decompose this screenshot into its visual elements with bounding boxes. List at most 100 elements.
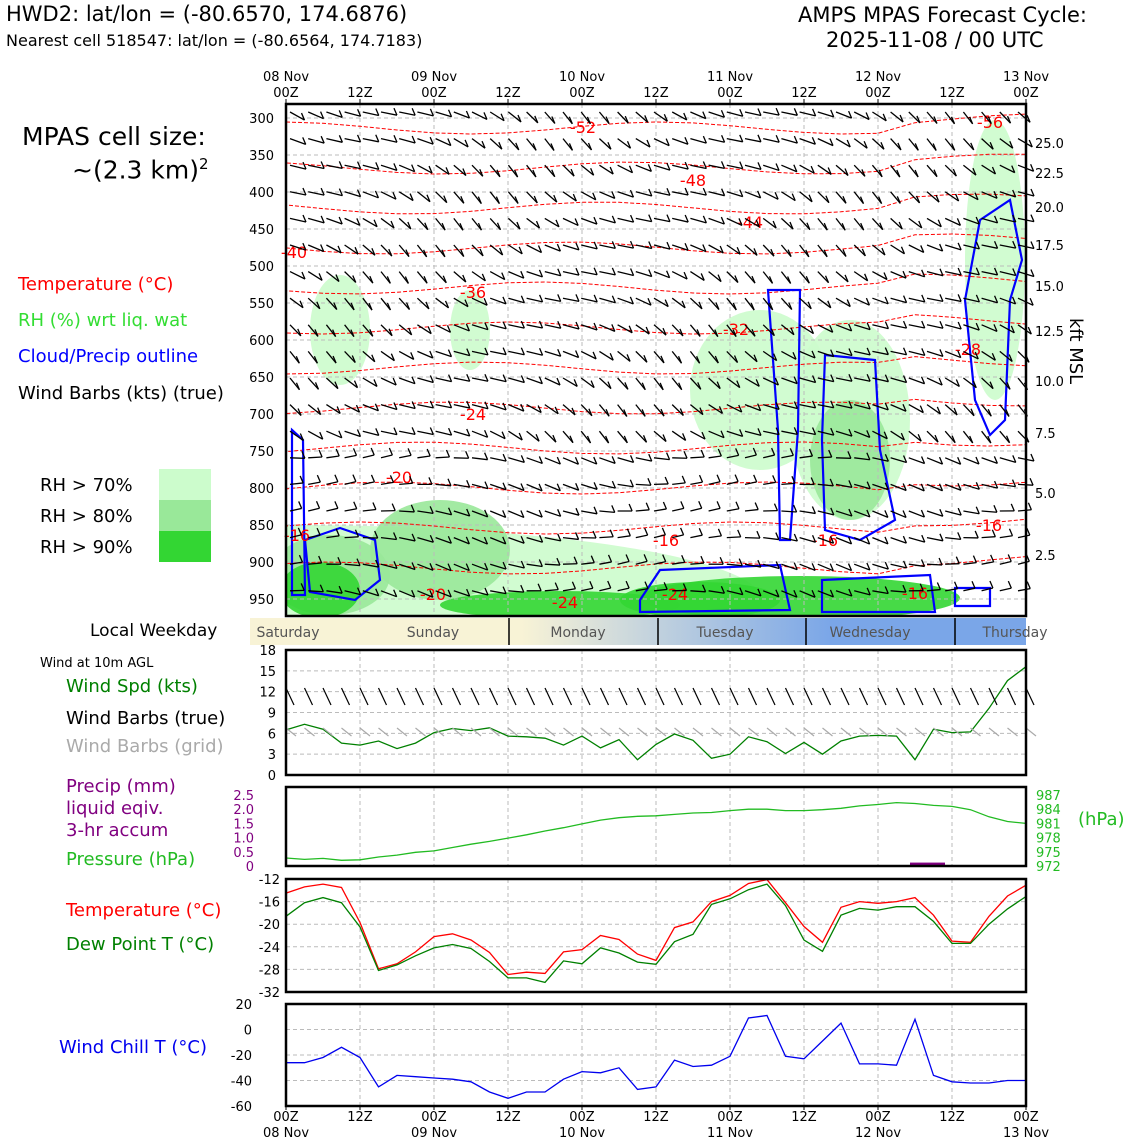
wind-barb-flag: [623, 409, 628, 417]
wind-barb-flag: [393, 163, 398, 171]
wind-barb-flag: [684, 214, 689, 223]
wind-barb-grid: [544, 727, 556, 737]
wind-barb: [726, 508, 740, 512]
wind-spd-label: Wind Spd (kts): [66, 676, 198, 697]
wind-barb: [945, 244, 962, 251]
wind-barb-flag: [842, 249, 847, 257]
wind-barb-flag: [370, 447, 375, 456]
weekday-name: Sunday: [407, 625, 459, 641]
wind-barb: [617, 483, 634, 488]
wind-barb: [672, 482, 686, 486]
wind-barb-flag: [957, 350, 962, 358]
wind-barb-flag: [356, 429, 362, 437]
wind-barb: [653, 164, 671, 171]
wind-barb: [562, 510, 580, 516]
wind-barb-flag: [611, 215, 616, 224]
wind-barb: [690, 111, 707, 120]
wind-barb-flag: [338, 188, 343, 196]
wind-barb: [817, 217, 828, 231]
wind-barb: [817, 456, 832, 459]
bottom-hour-label: 00Z: [865, 1110, 891, 1125]
wind-barb: [926, 510, 944, 517]
wind-barb-flag: [811, 506, 816, 514]
wind-barb-flag: [352, 448, 358, 456]
wind-barb-flag: [624, 115, 629, 124]
wind-barb: [308, 507, 320, 512]
wind-barb-flag: [484, 452, 489, 460]
wind-barb: [944, 483, 962, 491]
wind-barb-flag: [611, 324, 616, 332]
temperature-contour-label: -40: [281, 243, 307, 262]
wind-barb-flag: [808, 448, 814, 457]
wind-barb-flag: [957, 267, 962, 276]
wind-barb: [799, 590, 816, 598]
windchill-tick-label: 20: [235, 998, 252, 1013]
wind-barb-flag: [605, 408, 610, 417]
wind-barb: [835, 297, 851, 308]
wind-barb-flag: [774, 192, 779, 200]
wind-barb-flag: [538, 534, 544, 543]
wind-barb: [744, 481, 757, 486]
wind-barb-flag: [921, 348, 926, 356]
wind-barb-flag: [717, 448, 722, 457]
wind-barb: [708, 271, 722, 283]
wind-barb: [380, 430, 398, 436]
wind-barb-flag: [302, 242, 307, 251]
wind-barb-flag: [301, 451, 306, 459]
wind-barb: [435, 563, 452, 572]
wind-barb: [398, 377, 416, 385]
wind-barb-flag: [793, 562, 798, 570]
wind-barb: [380, 590, 397, 598]
wind-barb: [1017, 324, 1032, 335]
wind-barb: [490, 457, 507, 462]
wind-barb-flag: [404, 276, 410, 284]
wind-barb: [872, 483, 889, 491]
wind-barb: [926, 430, 939, 443]
wind-barb: [417, 377, 434, 384]
wind-barb: [289, 244, 307, 251]
wind-barb: [581, 510, 598, 515]
wind-barb-flag: [556, 243, 561, 252]
wind-barb: [1017, 587, 1031, 592]
wind-barb-flag: [739, 161, 744, 169]
wind-barb-flag: [898, 221, 903, 230]
wind-barb-flag: [429, 108, 434, 117]
wind-barb-flag: [721, 188, 726, 196]
wind-barb-flag: [666, 241, 671, 250]
wind-barb: [599, 483, 616, 489]
wind-barb-flag: [629, 479, 634, 487]
wind-barb: [908, 217, 923, 229]
wind-barb-grid: [396, 727, 408, 737]
wind-barb-flag: [353, 380, 359, 388]
wind-barb: [690, 456, 705, 459]
wind-barb-flag: [720, 430, 725, 438]
wind-barb-flag: [314, 329, 319, 337]
wind-barb-flag: [556, 456, 561, 465]
wind-barb-flag: [375, 108, 380, 116]
wind-barb: [963, 587, 976, 592]
wind-barb-flag: [830, 400, 835, 409]
wind-barb: [471, 537, 488, 545]
wind-barb-flag: [848, 323, 853, 332]
wind-barb: [617, 535, 631, 539]
wind-barb-flag: [390, 353, 395, 361]
wind-barb: [617, 587, 630, 592]
wind-barb-true: [1025, 687, 1035, 706]
wind-barb-flag: [1009, 140, 1014, 149]
wind-barb: [890, 483, 907, 492]
wind-barb-flag: [884, 510, 889, 518]
cloud-outline: [953, 586, 992, 608]
wind-barb-flag: [409, 475, 414, 484]
wind-barb: [708, 590, 725, 594]
wind-barb-flag: [715, 302, 720, 310]
wind-barb-flag: [787, 249, 792, 257]
wind-barb-flag: [739, 587, 744, 595]
windchill-label: Wind Chill T (°C): [59, 1037, 207, 1058]
wind-barb-true: [433, 687, 443, 706]
wind-barb: [508, 590, 524, 593]
wind-barb-flag: [933, 116, 938, 124]
wind-barb: [726, 480, 739, 486]
wind-barb: [326, 535, 340, 539]
wind-barb: [708, 164, 725, 170]
wind-barb-flag: [737, 529, 742, 538]
